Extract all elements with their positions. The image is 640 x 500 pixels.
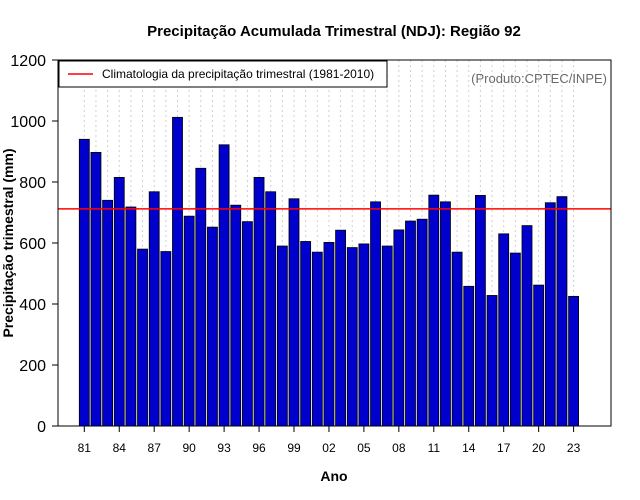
- bar-2001: [311, 251, 323, 427]
- y-tick-label: 1000: [10, 114, 46, 131]
- bar-1999: [288, 198, 300, 427]
- y-tick-label: 200: [19, 358, 46, 375]
- bar-1996: [253, 177, 265, 427]
- bar-2000: [300, 241, 312, 427]
- bar-2004: [346, 247, 358, 427]
- chart-title: Precipitação Acumulada Trimestral (NDJ):…: [147, 23, 521, 40]
- y-tick-label: 0: [37, 419, 46, 436]
- bar-1998: [276, 245, 288, 427]
- legend: Climatologia da precipitação trimestral …: [58, 60, 388, 88]
- bars: [78, 116, 579, 427]
- y-tick-label: 400: [19, 297, 46, 314]
- x-tick-label: 84: [113, 441, 127, 455]
- bar-1993: [218, 144, 230, 427]
- bar-1984: [113, 177, 125, 427]
- legend-box: [58, 60, 388, 88]
- y-tick-label: 800: [19, 175, 46, 192]
- bar-1982: [90, 152, 102, 427]
- x-tick-label: 81: [78, 441, 92, 455]
- bar-2016: [486, 295, 498, 427]
- bar-2020: [533, 284, 545, 427]
- y-axis-title: Precipitação trimestral (mm): [0, 148, 16, 337]
- bar-2010: [416, 218, 428, 427]
- x-tick-label: 17: [497, 441, 511, 455]
- bar-2015: [474, 195, 486, 427]
- bar-1997: [265, 191, 277, 427]
- bar-2009: [405, 220, 416, 427]
- bar-1991: [195, 167, 207, 427]
- bar-2019: [521, 225, 533, 427]
- bar-1985: [125, 206, 137, 427]
- bar-2005: [358, 243, 370, 427]
- x-tick-label: 93: [217, 441, 231, 455]
- bar-2013: [451, 251, 463, 427]
- y-axis: 0 200 400 600 800 1000 1200: [10, 53, 58, 436]
- bar-2021: [544, 202, 556, 427]
- bar-1981: [78, 138, 90, 427]
- x-axis: 81 84 87 90 93 96 99 02 05 08 11 14 17 20 23: [78, 426, 581, 455]
- x-tick-label: 87: [148, 441, 162, 455]
- x-tick-label: 02: [322, 441, 336, 455]
- bar-2023: [568, 295, 579, 427]
- legend-label: Climatologia da precipitação trimestral …: [102, 67, 374, 81]
- credit-text: (Produto:CPTEC/INPE): [471, 71, 607, 86]
- x-tick-label: 14: [462, 441, 476, 455]
- bar-2018: [509, 252, 521, 427]
- bar-1983: [102, 199, 113, 427]
- bar-1995: [241, 221, 253, 427]
- x-tick-label: 96: [252, 441, 266, 455]
- bar-1990: [183, 215, 195, 427]
- bar-2011: [428, 194, 440, 427]
- bar-2006: [370, 201, 381, 427]
- y-tick-label: 600: [19, 236, 46, 253]
- bar-2008: [393, 229, 405, 427]
- bar-1994: [230, 204, 242, 427]
- bar-2012: [440, 201, 451, 427]
- bar-2014: [463, 285, 475, 427]
- x-tick-label: 90: [182, 441, 196, 455]
- x-tick-label: 08: [392, 441, 406, 455]
- bar-1992: [207, 226, 218, 427]
- y-tick-label: 1200: [10, 53, 46, 70]
- bar-2002: [323, 241, 335, 427]
- x-tick-label: 05: [357, 441, 371, 455]
- x-tick-label: 11: [428, 441, 441, 455]
- bar-2022: [556, 196, 568, 427]
- bar-1988: [160, 251, 172, 427]
- bar-1987: [148, 191, 160, 427]
- bar-1989: [172, 116, 183, 427]
- bar-2017: [498, 233, 510, 427]
- bar-2003: [335, 229, 347, 427]
- x-tick-label: 23: [567, 441, 581, 455]
- x-tick-label: 99: [287, 441, 301, 455]
- bar-2007: [381, 245, 393, 427]
- x-axis-title: Ano: [320, 468, 347, 484]
- x-tick-label: 20: [532, 441, 546, 455]
- bar-1986: [137, 248, 148, 427]
